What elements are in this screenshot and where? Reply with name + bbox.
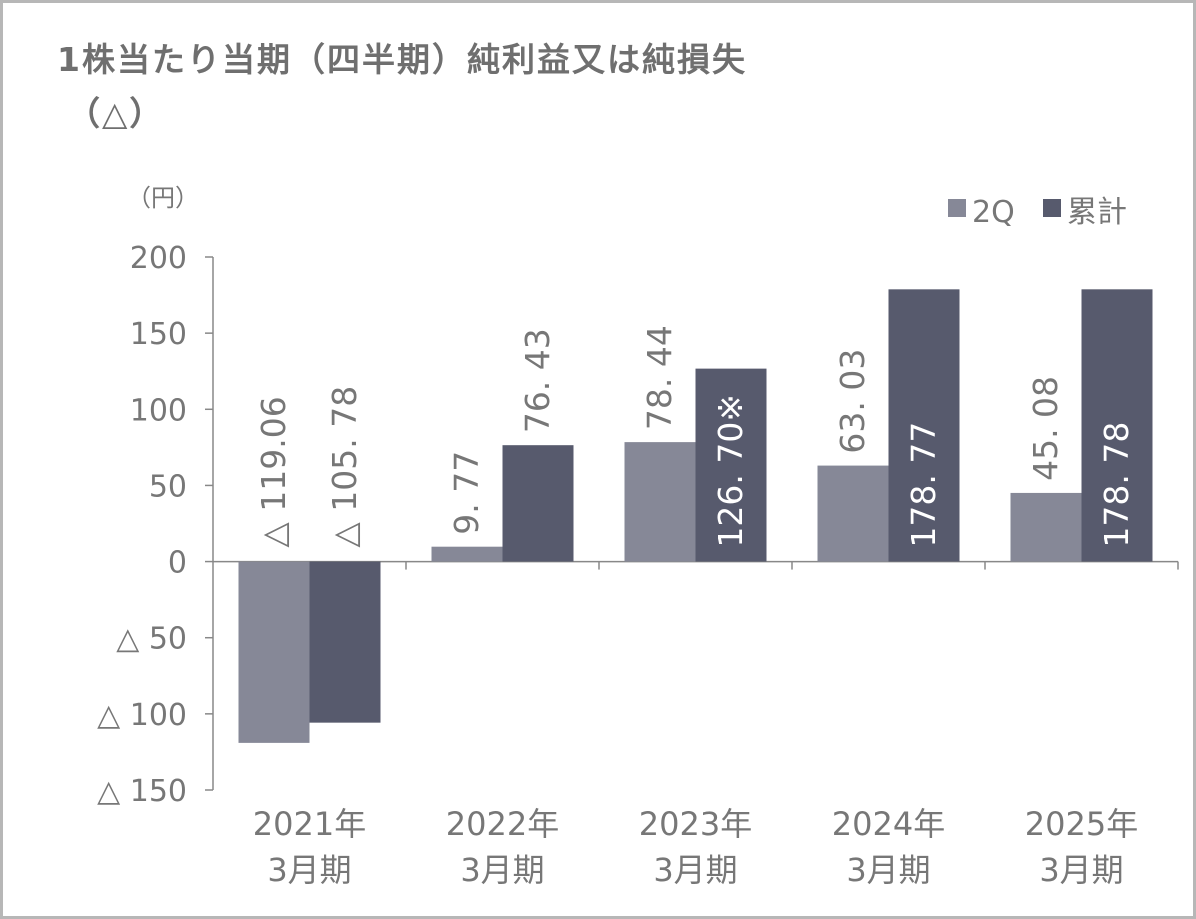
legend-label-q2: 2Q — [972, 195, 1015, 230]
bar-q2 — [431, 546, 503, 562]
data-label-q2: 63. 03 — [833, 349, 872, 454]
data-label-cumulative: △ 105. 78 — [325, 386, 364, 548]
data-label-q2: 78. 44 — [640, 325, 679, 430]
x-category-label: 3月期 — [846, 851, 930, 889]
y-tick-label: △ 100 — [97, 698, 187, 733]
x-category-label: 2025年 — [1025, 805, 1138, 843]
bar-cumulative — [695, 368, 767, 562]
y-tick-label: 0 — [168, 546, 187, 581]
x-category-label: 3月期 — [460, 851, 544, 889]
data-label-q2: △ 119.06 — [254, 396, 293, 547]
data-label-q2: 45. 08 — [1026, 376, 1065, 481]
y-axis-unit-label: （円） — [127, 184, 199, 212]
x-category-label: 2024年 — [832, 805, 945, 843]
chart-title-line-1: 1株当たり当期（四半期）純利益又は純損失 — [57, 40, 747, 79]
y-tick-label: 50 — [149, 469, 187, 504]
data-label-cumulative: 178. 77 — [904, 422, 943, 548]
data-label-cumulative: 126. 70※ — [711, 394, 750, 548]
x-category-label: 2022年 — [446, 805, 559, 843]
chart-title: 1株当たり当期（四半期）純利益又は純損失 （△） — [57, 33, 747, 141]
bar-cumulative — [309, 561, 381, 723]
x-category-label: 3月期 — [1039, 851, 1123, 889]
y-tick-label: 150 — [130, 317, 187, 352]
data-label-q2: 9. 77 — [447, 451, 486, 535]
y-tick-label: △ 50 — [116, 622, 187, 657]
bar-q2 — [238, 561, 310, 743]
bar-chart: 200 150 100 50 0 △ 50 △ 100 △ 150 （円） △ 119.06 9. … — [97, 184, 1179, 889]
bar-q2 — [624, 442, 696, 562]
bar-q2 — [1010, 492, 1082, 562]
chart-title-line-2: （△） — [67, 94, 165, 133]
bar-cumulative — [502, 445, 574, 562]
x-category-label: 2023年 — [639, 805, 752, 843]
x-category-label: 3月期 — [653, 851, 737, 889]
data-label-cumulative: 76. 43 — [518, 328, 557, 433]
bar-cumulative — [888, 289, 960, 562]
legend-swatch-q2 — [948, 199, 966, 217]
bar-q2 — [817, 465, 889, 562]
x-category-label: 3月期 — [267, 851, 351, 889]
y-tick-label: 100 — [130, 393, 187, 428]
x-category-label: 2021年 — [253, 805, 366, 843]
legend-label-cumulative: 累計 — [1067, 195, 1127, 230]
y-tick-label: 200 — [130, 241, 187, 276]
bar-cumulative — [1081, 289, 1153, 562]
y-tick-label: △ 150 — [97, 774, 187, 809]
data-label-cumulative: 178. 78 — [1097, 422, 1136, 548]
legend-swatch-cumulative — [1043, 199, 1061, 217]
